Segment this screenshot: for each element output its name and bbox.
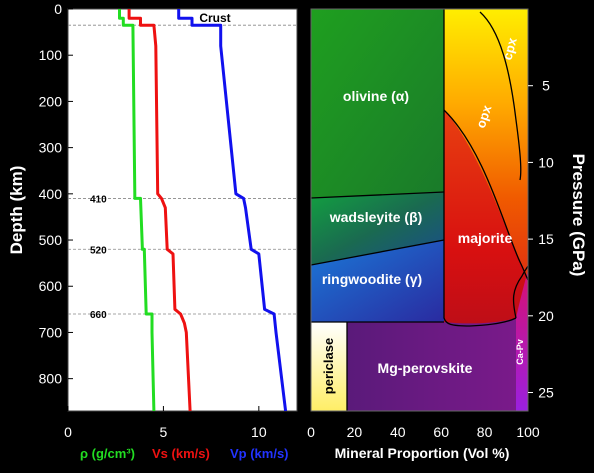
pressure-axis-label: Pressure (GPa) xyxy=(569,154,588,277)
pressure-tick-label: 20 xyxy=(538,308,554,324)
mineral-tick-label: 20 xyxy=(347,424,363,440)
depth-tick-label: 200 xyxy=(39,93,63,109)
legend-rho: ρ (g/cm³) xyxy=(80,446,135,461)
depth-tick-label: 100 xyxy=(39,47,63,63)
x-tick-label: 5 xyxy=(160,424,168,440)
series-line-vp xyxy=(177,9,288,412)
mineral-tick-label: 80 xyxy=(477,424,493,440)
x-tick-label: 0 xyxy=(64,424,72,440)
mineral-tick-label: 0 xyxy=(307,424,315,440)
left-plot-area xyxy=(67,8,298,412)
boundary-opx xyxy=(443,109,529,281)
legend-vp: Vp (km/s) xyxy=(230,446,289,461)
x-tick-label: 10 xyxy=(251,424,267,440)
label-ringwoodite: ringwoodite (γ) xyxy=(322,271,422,287)
pressure-tick-label: 25 xyxy=(538,385,554,401)
depth-tick-label: 400 xyxy=(39,186,63,202)
region-ca-pv xyxy=(516,270,528,411)
series-line-vs xyxy=(127,9,192,412)
boundary-wadsleyite-ringwoodite xyxy=(310,239,445,266)
label-periclase: periclase xyxy=(321,338,336,394)
depth-tick-label: 500 xyxy=(39,232,63,248)
legend-vs: Vs (km/s) xyxy=(152,446,210,461)
mineral-panel-frame xyxy=(310,8,529,412)
depth-axis-label: Depth (km) xyxy=(7,166,26,255)
pressure-tick-label: 15 xyxy=(538,231,554,247)
mineral-tick-label: 40 xyxy=(390,424,406,440)
label-opx: opx xyxy=(473,103,495,130)
label-mg-perovskite: Mg-perovskite xyxy=(378,360,473,376)
label-olivine: olivine (α) xyxy=(343,88,409,104)
boundary-cpx xyxy=(479,11,522,181)
boundary-olivine-wadsleyite xyxy=(310,191,445,199)
region-olivine xyxy=(311,9,444,198)
depth-tick-label: 0 xyxy=(54,1,62,17)
boundary-ca-pv xyxy=(512,265,529,319)
depth-tick-label: 300 xyxy=(39,140,63,156)
mineral-tick-label: 60 xyxy=(433,424,449,440)
region-wadsleyite xyxy=(311,192,444,265)
depth-tick-label: 800 xyxy=(39,371,63,387)
label-majorite: majorite xyxy=(458,230,513,246)
label-ca-pv: Ca-Pv xyxy=(515,339,525,365)
region-pyroxene xyxy=(444,9,528,280)
depth-tick-label: 700 xyxy=(39,324,63,340)
boundary-garnet-left xyxy=(443,9,517,327)
mineral-tick-label: 100 xyxy=(516,424,540,440)
mineral-panel xyxy=(310,8,529,412)
crust-label: Crust xyxy=(199,11,230,25)
region-mg-perovskite xyxy=(347,318,516,411)
discontinuity-label: 660 xyxy=(90,310,107,321)
region-ringwoodite xyxy=(311,240,444,322)
mineral-proportion-axis-label: Mineral Proportion (Vol %) xyxy=(335,445,510,461)
pressure-tick-label: 10 xyxy=(538,154,554,170)
pressure-tick-label: 5 xyxy=(542,78,550,94)
region-periclase xyxy=(311,322,347,411)
label-wadsleyite: wadsleyite (β) xyxy=(329,209,423,225)
series-line-rho xyxy=(118,9,156,412)
depth-tick-label: 600 xyxy=(39,278,63,294)
discontinuity-label: 520 xyxy=(90,245,107,256)
discontinuity-label: 410 xyxy=(90,194,107,205)
label-cpx: cpx xyxy=(500,35,520,61)
